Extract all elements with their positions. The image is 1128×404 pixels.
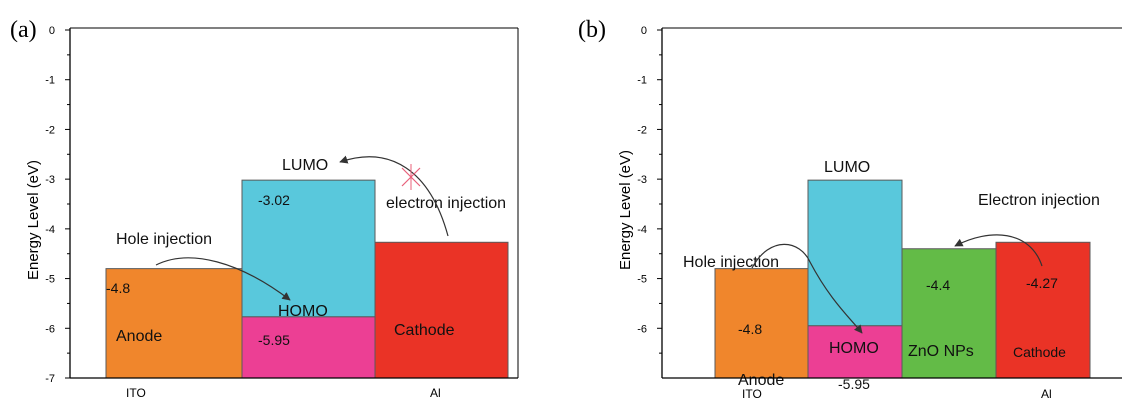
panel-b-x-tick-al: Al xyxy=(1041,387,1052,401)
panel-a-lumo-label: LUMO xyxy=(282,157,328,174)
panel-a-cathode-label: Cathode xyxy=(394,322,455,339)
panel-b-anode-block xyxy=(714,268,809,379)
panel-b-x-tick-ito: ITO xyxy=(742,387,762,401)
panel-a-y-tick-label-3: -3 xyxy=(45,174,55,186)
panel-a-chart: (a) Energy Level (eV) 0 -1 -2 -3 -4 -5 -6 -7 -4… xyxy=(10,17,519,400)
panel-b-y-tick-label-6: -6 xyxy=(637,323,647,335)
panel-b-electron-injection-label: Electron injection xyxy=(978,192,1100,209)
panel-b-homo-value: -5.95 xyxy=(838,376,870,392)
panel-a-cathode-block xyxy=(374,241,509,379)
panel-a-y-tick-label-2: -2 xyxy=(45,124,55,136)
panel-a-x-tick-ito: ITO xyxy=(126,386,146,400)
panel-b-y-tick-label-3: -3 xyxy=(637,174,647,186)
panel-a-homo-label: HOMO xyxy=(278,303,328,320)
panel-a-x-tick-al: Al xyxy=(430,386,441,400)
panel-b-zno-label: ZnO NPs xyxy=(908,343,974,360)
panel-b-y-axis-label: Energy Level (eV) xyxy=(617,150,634,270)
panel-b-cathode-value: -4.27 xyxy=(1026,275,1058,291)
panel-a-y-tick-label-1: -1 xyxy=(45,75,55,87)
panel-b-anode-label: Anode xyxy=(738,372,784,389)
panel-b-hole-injection-label: Hole injection xyxy=(683,254,779,271)
panel-a-homo-block xyxy=(241,316,376,379)
panel-b-hole-injection-arrow xyxy=(751,243,863,334)
panel-a-hole-injection-label: Hole injection xyxy=(116,231,212,248)
panel-a-y-tick-label-0: 0 xyxy=(49,25,55,37)
panel-b-homo-label: HOMO xyxy=(829,340,879,357)
panel-b-zno-value: -4.4 xyxy=(926,277,950,293)
panel-a-blocked-cross-icon xyxy=(401,164,421,190)
panel-b-lumo-block xyxy=(807,179,903,327)
panel-a-hole-injection-arrow xyxy=(155,257,291,301)
panel-b-lumo-label: LUMO xyxy=(824,159,870,176)
panel-a-y-tick-label-7: -7 xyxy=(45,373,55,385)
panel-a-electron-injection-arrow xyxy=(339,155,449,237)
panel-a-electron-injection-label: electron injection xyxy=(386,195,506,212)
panel-b-zno-nps-block xyxy=(901,248,997,379)
panel-a-anode-block xyxy=(105,268,243,379)
panel-b-electron-injection-arrow xyxy=(954,234,1043,267)
panel-b-y-tick-label-5: -5 xyxy=(637,274,647,286)
panel-a-homo-value: -5.95 xyxy=(258,332,290,348)
panel-b-anode-value: -4.8 xyxy=(738,321,762,337)
panel-a-y-tick-label-4: -4 xyxy=(45,224,55,236)
panel-a-y-tick-label-6: -6 xyxy=(45,323,55,335)
panel-b-y-tick-label-0: 0 xyxy=(641,25,647,37)
panel-b-y-tick-label-1: -1 xyxy=(637,75,647,87)
panel-a-y-axis-label: Energy Level (eV) xyxy=(25,160,42,280)
panel-a-lumo-value: -3.02 xyxy=(258,192,290,208)
panel-a-anode-label: Anode xyxy=(116,328,162,345)
panel-b-cathode-label: Cathode xyxy=(1013,344,1066,360)
panel-b-label: (b) xyxy=(578,17,606,43)
panel-b-chart: (b) Energy Level (eV) 0 -1 -2 -3 -4 -5 -6 -4.8… xyxy=(578,17,1122,401)
panel-b-y-tick-label-4: -4 xyxy=(637,224,647,236)
panel-b-y-tick-label-2: -2 xyxy=(637,124,647,136)
panel-a-anode-value: -4.8 xyxy=(106,280,130,296)
panel-a-y-tick-label-5: -5 xyxy=(45,274,55,286)
panel-a-label: (a) xyxy=(10,17,37,43)
panel-b-homo-block xyxy=(807,325,903,379)
